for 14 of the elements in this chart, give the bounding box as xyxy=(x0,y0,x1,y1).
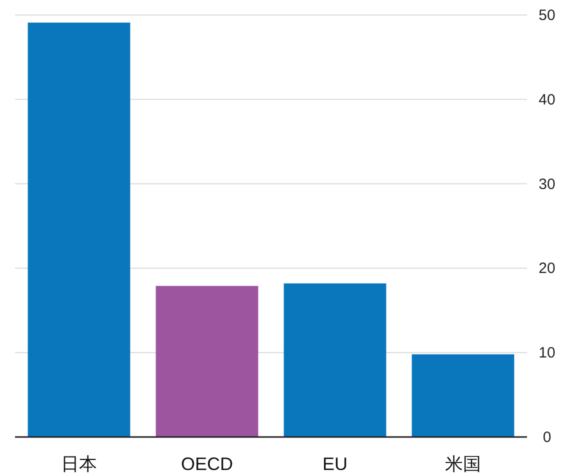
bar xyxy=(412,354,514,437)
y-tick-label: 20 xyxy=(538,260,556,278)
x-tick-label: 米国 xyxy=(445,454,481,474)
bar xyxy=(284,283,386,437)
y-tick-label: 40 xyxy=(538,91,556,108)
x-tick-label: 日本 xyxy=(61,454,97,474)
x-tick-label: EU xyxy=(322,454,348,474)
x-tick-label: OECD xyxy=(180,454,234,474)
y-tick-label: 30 xyxy=(538,176,556,193)
y-tick-label: 0 xyxy=(542,429,552,446)
bar xyxy=(28,22,130,437)
y-tick-label: 10 xyxy=(538,344,556,362)
bar xyxy=(156,286,258,437)
y-tick-label: 50 xyxy=(538,7,556,24)
